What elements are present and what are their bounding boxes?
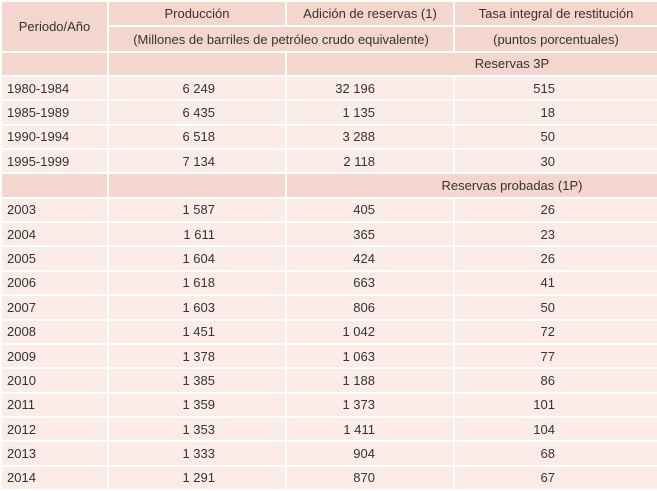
data-cell: 2014 (0, 464, 109, 491)
data-cell: 1980-1984 (0, 75, 109, 102)
data-cell: 7 134 (107, 148, 287, 175)
data-row: 2004 1 611 365 23 (0, 221, 657, 248)
section-cell (107, 50, 287, 78)
data-cell: 405 (285, 196, 455, 224)
data-cell: 1 411 (285, 415, 455, 443)
data-cell: 1 385 (107, 367, 287, 394)
section-row: Reservas 3P (0, 50, 657, 78)
data-cell: 50 (453, 294, 657, 321)
data-cell: 2006 (0, 269, 109, 297)
data-cell: 1 451 (107, 318, 287, 345)
data-cell: 1 188 (285, 367, 455, 394)
data-cell: 1 359 (107, 391, 287, 418)
data-cell: 1 603 (107, 294, 287, 321)
data-cell: 30 (453, 148, 657, 175)
section-row: Reservas probadas (1P) (0, 172, 657, 199)
data-cell: 72 (453, 318, 657, 345)
header-cell: (puntos porcentuales) (453, 25, 657, 53)
data-cell: 23 (453, 221, 657, 248)
data-cell: 2007 (0, 294, 109, 321)
data-row: 1990-1994 6 518 3 288 50 (0, 123, 657, 151)
section-cell (0, 50, 109, 78)
data-cell: 101 (453, 391, 657, 418)
header-cell: Tasa integral de restitución (453, 0, 657, 28)
header-cell: Producción (107, 0, 287, 28)
data-cell: 806 (285, 294, 455, 321)
data-row: 2013 1 333 904 68 (0, 440, 657, 467)
header-cell: Periodo/Año (0, 0, 109, 53)
data-cell: 26 (453, 196, 657, 224)
data-cell: 1 611 (107, 221, 287, 248)
data-cell: 1985-1989 (0, 99, 109, 126)
data-row: 2012 1 353 1 411 104 (0, 415, 657, 443)
data-row: 2008 1 451 1 042 72 (0, 318, 657, 345)
data-cell: 2009 (0, 342, 109, 370)
data-cell: 6 518 (107, 123, 287, 151)
data-cell: 68 (453, 440, 657, 467)
data-cell: 2013 (0, 440, 109, 467)
data-cell: 904 (285, 440, 455, 467)
data-cell: 1 333 (107, 440, 287, 467)
data-cell: 3 288 (285, 123, 455, 151)
data-row: 1995-1999 7 134 2 118 30 (0, 148, 657, 175)
data-row: 2011 1 359 1 373 101 (0, 391, 657, 418)
data-cell: 41 (453, 269, 657, 297)
data-cell: 2005 (0, 245, 109, 272)
data-cell: 515 (453, 75, 657, 102)
data-cell: 1 291 (107, 464, 287, 491)
data-cell: 1990-1994 (0, 123, 109, 151)
data-cell: 50 (453, 123, 657, 151)
data-cell: 663 (285, 269, 455, 297)
header-cell: Adición de reservas (1) (285, 0, 455, 28)
data-cell: 18 (453, 99, 657, 126)
data-cell: 1995-1999 (0, 148, 109, 175)
data-cell: 2010 (0, 367, 109, 394)
data-cell: 26 (453, 245, 657, 272)
data-cell: 2008 (0, 318, 109, 345)
data-cell: 1 135 (285, 99, 455, 126)
header-cell: (Millones de barriles de petróleo crudo … (107, 25, 455, 53)
data-cell: 1 373 (285, 391, 455, 418)
data-row: 2009 1 378 1 063 77 (0, 342, 657, 370)
data-cell: 870 (285, 464, 455, 491)
data-cell: 2003 (0, 196, 109, 224)
data-row: 1980-1984 6 249 32 196 515 (0, 75, 657, 102)
data-cell: 2011 (0, 391, 109, 418)
data-cell: 1 042 (285, 318, 455, 345)
data-cell: 77 (453, 342, 657, 370)
data-cell: 424 (285, 245, 455, 272)
section-label: Reservas probadas (1P) (285, 172, 657, 199)
data-row: 2006 1 618 663 41 (0, 269, 657, 297)
data-cell: 32 196 (285, 75, 455, 102)
data-cell: 365 (285, 221, 455, 248)
data-cell: 2012 (0, 415, 109, 443)
data-cell: 2 118 (285, 148, 455, 175)
data-cell: 67 (453, 464, 657, 491)
data-cell: 1 604 (107, 245, 287, 272)
data-cell: 2004 (0, 221, 109, 248)
data-row: 2005 1 604 424 26 (0, 245, 657, 272)
header-row: Periodo/Año Producción Adición de reserv… (0, 0, 657, 53)
data-cell: 104 (453, 415, 657, 443)
data-row: 2007 1 603 806 50 (0, 294, 657, 321)
data-cell: 1 618 (107, 269, 287, 297)
section-cell (107, 172, 287, 199)
data-cell: 1 063 (285, 342, 455, 370)
data-cell: 1 353 (107, 415, 287, 443)
data-row: 1985-1989 6 435 1 135 18 (0, 99, 657, 126)
data-cell: 6 249 (107, 75, 287, 102)
data-row: 2014 1 291 870 67 (0, 464, 657, 491)
data-cell: 1 587 (107, 196, 287, 224)
section-label: Reservas 3P (285, 50, 657, 78)
data-cell: 1 378 (107, 342, 287, 370)
data-row: 2003 1 587 405 26 (0, 196, 657, 224)
section-cell (0, 172, 109, 199)
data-row: 2010 1 385 1 188 86 (0, 367, 657, 394)
data-cell: 86 (453, 367, 657, 394)
data-cell: 6 435 (107, 99, 287, 126)
